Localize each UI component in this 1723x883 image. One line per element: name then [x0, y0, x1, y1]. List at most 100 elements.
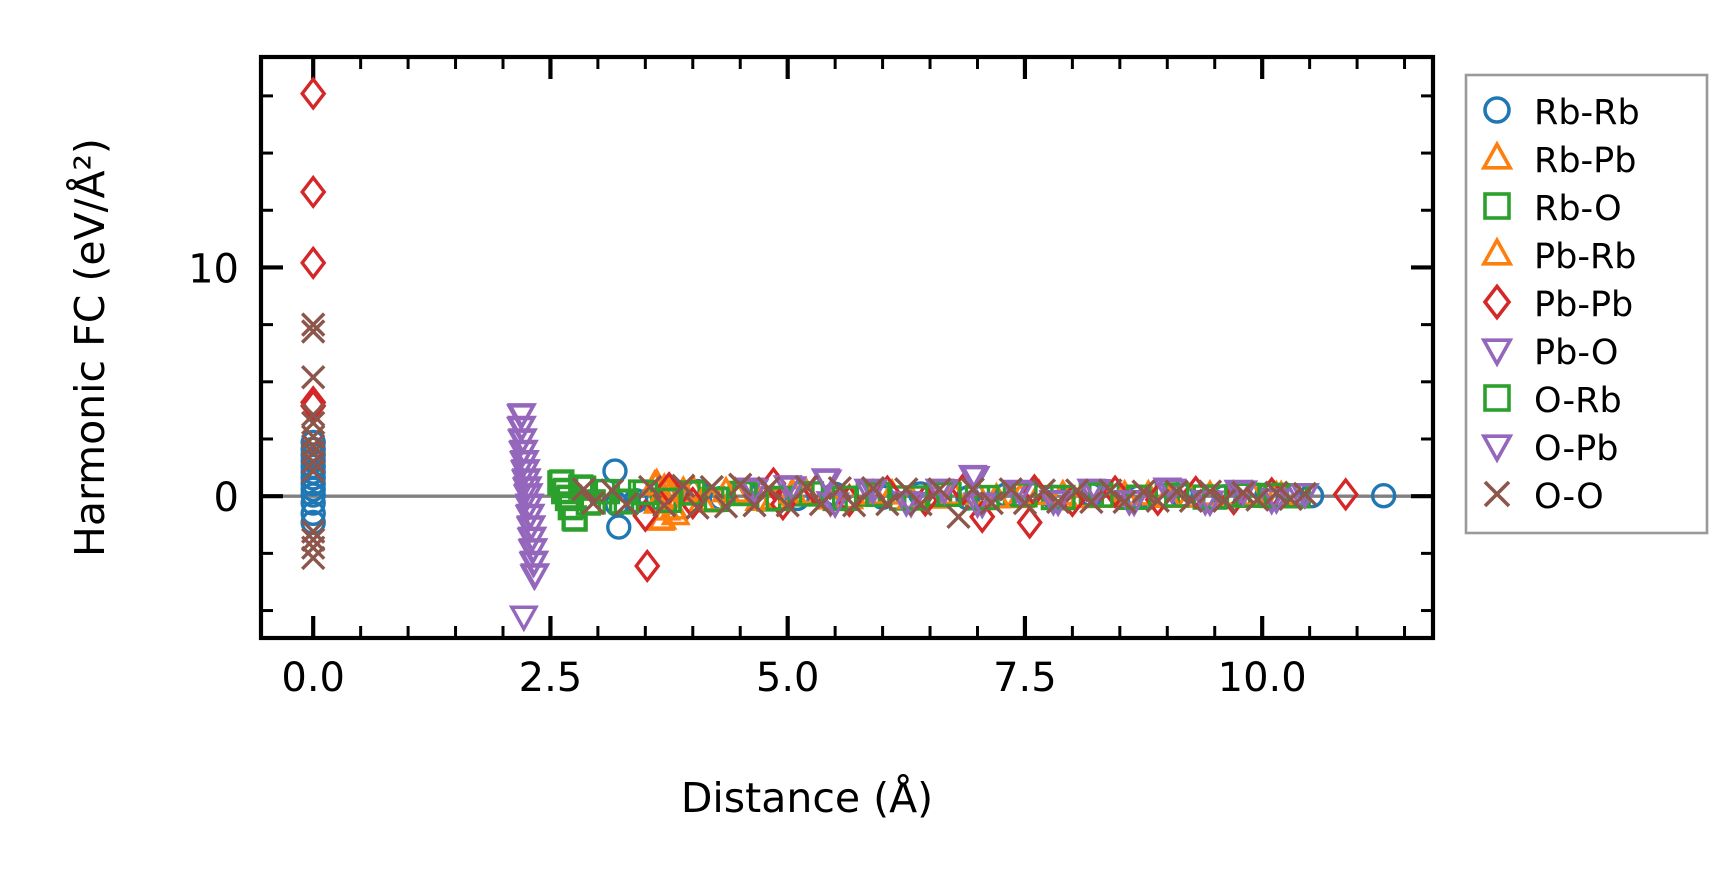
series-o-o: [300, 312, 1318, 571]
data-point-x: [1098, 478, 1123, 503]
y-tick-label: 10: [188, 246, 239, 292]
data-point-circle: [602, 458, 628, 484]
data-point-x: [1031, 478, 1057, 503]
data-point-x: [1245, 487, 1270, 512]
legend-label: Rb-Pb: [1534, 141, 1637, 181]
y-tick-label: 0: [214, 475, 239, 521]
data-point-x: [1079, 489, 1104, 515]
data-markers-area: [300, 76, 1397, 633]
data-point-x: [742, 493, 767, 518]
data-point-x: [713, 494, 739, 519]
legend[interactable]: Rb-Rb Rb-Pb Rb-O Pb-Rb Pb-Pb Pb-O O-Rb O-Pb O-O: [1464, 73, 1709, 535]
data-point-x: [1264, 480, 1289, 505]
y-axis-label: Harmonic FC (eV/Å²): [66, 138, 114, 557]
plot-frame: [258, 54, 1436, 641]
data-point-triangle-down: [1480, 338, 1514, 368]
x-tick-label: 5.0: [756, 655, 820, 701]
x-axis-label: Distance (Å): [681, 774, 933, 822]
axes-area: [258, 54, 1436, 641]
series-o-pb: [506, 404, 1320, 592]
data-point-circle: [606, 514, 632, 540]
legend-item-o-rb[interactable]: O-Rb: [1483, 381, 1622, 421]
legend-item-pb-rb[interactable]: Pb-Rb: [1480, 236, 1637, 277]
data-point-square: [613, 488, 640, 514]
data-point-triangle-down: [519, 564, 550, 592]
data-point-x: [300, 527, 326, 552]
data-point-diamond: [1332, 477, 1359, 512]
data-point-x: [685, 495, 710, 520]
legend-label: Pb-Pb: [1534, 285, 1633, 325]
data-point-triangle-down: [1043, 490, 1074, 518]
legend-label: Pb-Rb: [1534, 237, 1637, 277]
data-point-x: [1197, 479, 1223, 504]
data-point-square: [1483, 192, 1511, 220]
data-point-x: [775, 493, 800, 518]
data-point-triangle-down: [518, 551, 549, 579]
legend-item-pb-o[interactable]: Pb-O: [1480, 333, 1619, 373]
data-point-diamond: [300, 388, 327, 423]
legend-label: O-O: [1534, 477, 1604, 517]
x-tick-label: 0.0: [281, 655, 345, 701]
legend-label: Rb-Rb: [1534, 93, 1640, 133]
data-point-x: [1212, 488, 1237, 513]
data-point-triangle-up: [1480, 140, 1514, 170]
data-point-triangle-up: [653, 473, 684, 501]
legend-label: O-Rb: [1534, 381, 1622, 421]
x-tick-label: 7.5: [993, 655, 1057, 701]
data-point-x: [1045, 489, 1071, 515]
legend-item-rb-pb[interactable]: Rb-Pb: [1480, 140, 1637, 181]
data-point-x: [808, 491, 834, 517]
data-point-triangle-down: [1480, 434, 1514, 464]
legend-item-rb-o[interactable]: Rb-O: [1483, 189, 1622, 229]
x-tick-label: 2.5: [519, 655, 583, 701]
data-point-diamond: [1482, 283, 1512, 321]
data-point-x: [580, 490, 606, 516]
legend-label: O-Pb: [1534, 429, 1618, 469]
legend-item-rb-rb[interactable]: Rb-Rb: [1483, 93, 1640, 133]
data-point-x: [1131, 479, 1156, 504]
data-point-triangle-down: [517, 539, 548, 567]
data-point-triangle-down: [506, 416, 537, 444]
data-point-triangle-down: [510, 469, 541, 497]
legend-item-o-o[interactable]: O-O: [1483, 477, 1604, 517]
data-point-x: [699, 474, 724, 500]
data-point-x: [571, 477, 596, 502]
data-point-x: [652, 493, 677, 518]
data-point-x: [614, 491, 639, 517]
data-point-x: [671, 473, 696, 499]
y-axis-label-group: Harmonic FC (eV/Å²): [66, 138, 114, 557]
data-point-x: [927, 477, 952, 502]
data-point-square: [1483, 384, 1511, 412]
data-point-x: [300, 440, 326, 465]
data-point-x: [1483, 480, 1511, 508]
data-point-diamond: [300, 245, 327, 280]
data-point-x: [637, 474, 663, 500]
data-point-x: [960, 477, 985, 502]
data-point-x: [908, 491, 933, 517]
data-point-triangle-down: [506, 404, 537, 432]
data-point-square: [1088, 482, 1114, 508]
data-point-square: [831, 485, 858, 511]
data-point-triangle-down: [508, 605, 539, 633]
data-point-x: [300, 449, 326, 475]
data-point-triangle-down: [777, 476, 808, 504]
data-point-x: [1012, 490, 1038, 516]
x-tick-label: 10.0: [1218, 655, 1307, 701]
data-point-x: [875, 491, 900, 517]
legend-label: Rb-O: [1534, 189, 1622, 229]
data-point-triangle-down: [858, 479, 889, 506]
data-point-diamond: [679, 485, 706, 521]
data-point-triangle-up: [1480, 236, 1514, 266]
data-point-diamond: [1016, 505, 1043, 540]
data-point-x: [300, 402, 326, 428]
data-point-x: [794, 474, 819, 500]
data-point-circle: [1370, 483, 1397, 509]
legend-item-pb-pb[interactable]: Pb-Pb: [1482, 283, 1633, 325]
data-point-x: [300, 365, 326, 390]
legend-item-o-pb[interactable]: O-Pb: [1480, 429, 1619, 469]
data-point-x: [946, 504, 971, 529]
data-point-x: [1112, 489, 1137, 515]
axis-labels-area: 0.0 2.5 5.0 7.5 10.0 0 10 Distance (Å) Harmonic …: [66, 138, 1307, 822]
